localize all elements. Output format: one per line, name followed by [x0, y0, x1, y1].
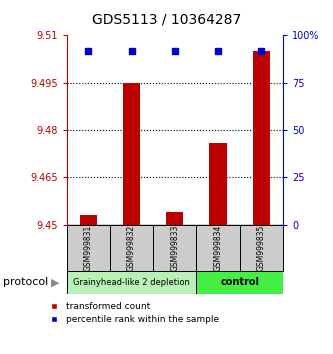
- Bar: [67, 271, 196, 294]
- Bar: [196, 225, 240, 271]
- Bar: [123, 83, 140, 225]
- Bar: [253, 51, 270, 225]
- Text: GSM999831: GSM999831: [84, 225, 93, 271]
- Text: ▶: ▶: [51, 277, 60, 287]
- Text: control: control: [220, 277, 259, 287]
- Bar: [110, 225, 153, 271]
- Text: GSM999835: GSM999835: [257, 224, 266, 271]
- Bar: [240, 225, 283, 271]
- Text: GDS5113 / 10364287: GDS5113 / 10364287: [92, 12, 241, 27]
- Bar: [153, 225, 196, 271]
- Text: GSM999832: GSM999832: [127, 225, 136, 271]
- Text: GSM999834: GSM999834: [213, 224, 223, 271]
- Text: protocol: protocol: [3, 277, 49, 287]
- Bar: [209, 143, 227, 225]
- Text: GSM999833: GSM999833: [170, 224, 179, 271]
- Bar: [67, 225, 110, 271]
- Bar: [196, 271, 283, 294]
- Bar: [166, 212, 183, 225]
- Text: Grainyhead-like 2 depletion: Grainyhead-like 2 depletion: [73, 278, 190, 287]
- Bar: [80, 215, 97, 225]
- Legend: transformed count, percentile rank within the sample: transformed count, percentile rank withi…: [45, 302, 219, 324]
